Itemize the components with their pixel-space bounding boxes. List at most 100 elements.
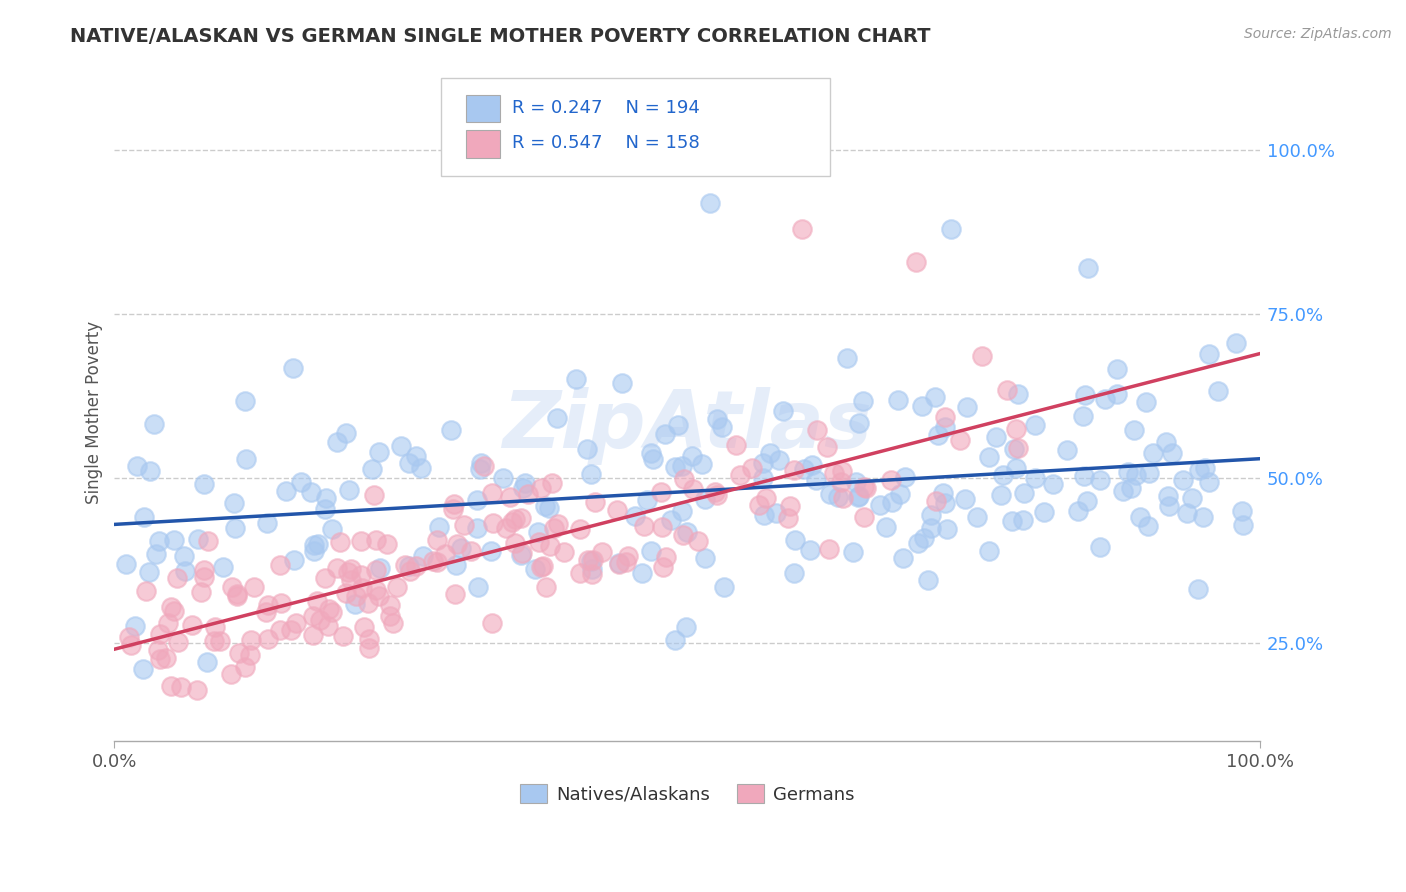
Point xyxy=(682,482,704,496)
Point xyxy=(1014,486,1036,500)
Point xyxy=(443,497,465,511)
Point xyxy=(1192,509,1215,524)
Point xyxy=(932,486,955,500)
Point xyxy=(617,549,640,563)
Point xyxy=(972,349,994,363)
Point xyxy=(630,566,652,580)
Point xyxy=(1171,473,1194,487)
Point xyxy=(955,401,977,415)
FancyBboxPatch shape xyxy=(465,130,501,158)
Point xyxy=(254,605,277,619)
Point xyxy=(284,616,307,631)
Point xyxy=(889,487,911,501)
Point xyxy=(124,619,146,633)
Point xyxy=(748,498,770,512)
Point xyxy=(534,499,557,513)
Point xyxy=(917,573,939,587)
Point xyxy=(875,520,897,534)
Point xyxy=(1160,446,1182,460)
Point xyxy=(314,502,336,516)
Point xyxy=(848,488,870,502)
Point xyxy=(675,620,697,634)
Point xyxy=(405,449,427,463)
Point xyxy=(1067,504,1090,518)
Point xyxy=(1194,461,1216,475)
Point xyxy=(228,647,250,661)
Point xyxy=(607,557,630,571)
Point xyxy=(405,558,427,573)
Point xyxy=(1076,494,1098,508)
Point xyxy=(366,563,388,577)
Point xyxy=(693,491,716,506)
Text: R = 0.547    N = 158: R = 0.547 N = 158 xyxy=(512,135,700,153)
Point xyxy=(953,491,976,506)
Point xyxy=(290,475,312,489)
Point xyxy=(1137,518,1160,533)
Point xyxy=(468,462,491,476)
Point xyxy=(894,469,917,483)
Point xyxy=(427,520,450,534)
Point xyxy=(1208,384,1230,398)
Point xyxy=(581,566,603,581)
Point xyxy=(527,535,550,549)
Point xyxy=(893,550,915,565)
Point xyxy=(321,522,343,536)
Point xyxy=(378,598,401,612)
Point xyxy=(815,440,838,454)
Point xyxy=(470,456,492,470)
Point xyxy=(1077,261,1099,276)
Point xyxy=(806,473,828,487)
Point xyxy=(368,445,391,459)
Point xyxy=(706,488,728,502)
Point xyxy=(1094,392,1116,406)
Point xyxy=(752,471,775,485)
Point xyxy=(509,548,531,562)
Point xyxy=(283,553,305,567)
Point xyxy=(233,660,256,674)
Point xyxy=(672,527,695,541)
Point xyxy=(776,511,799,525)
Point xyxy=(640,446,662,460)
Point xyxy=(524,562,547,576)
Point xyxy=(538,539,561,553)
Point xyxy=(221,581,243,595)
Point xyxy=(335,426,357,441)
Point xyxy=(364,533,387,547)
Point xyxy=(335,585,357,599)
Point xyxy=(652,560,675,574)
Point xyxy=(492,471,515,485)
Point xyxy=(830,475,852,489)
Point xyxy=(299,484,322,499)
Point xyxy=(609,556,631,570)
Point xyxy=(1198,347,1220,361)
Point xyxy=(1107,387,1129,401)
Point xyxy=(624,509,647,524)
Point xyxy=(139,464,162,478)
Point xyxy=(673,472,696,486)
Point xyxy=(772,403,794,417)
Text: ZipAtlas: ZipAtlas xyxy=(502,387,872,465)
Point xyxy=(818,542,841,557)
Point xyxy=(730,467,752,482)
Point xyxy=(1232,518,1254,533)
Point xyxy=(170,681,193,695)
Point xyxy=(145,547,167,561)
Point xyxy=(204,620,226,634)
Point xyxy=(314,571,336,585)
Point xyxy=(1074,388,1097,402)
Point xyxy=(134,509,156,524)
Point xyxy=(713,580,735,594)
Point xyxy=(1105,362,1128,376)
Point xyxy=(339,573,361,587)
Point xyxy=(269,558,291,573)
Point xyxy=(479,544,502,558)
Point xyxy=(302,609,325,624)
Point xyxy=(1225,336,1247,351)
Point xyxy=(1181,491,1204,506)
Point xyxy=(527,525,550,540)
Point xyxy=(190,585,212,599)
Point xyxy=(159,679,181,693)
Point xyxy=(441,502,464,516)
Point xyxy=(818,487,841,501)
Point xyxy=(541,475,564,490)
